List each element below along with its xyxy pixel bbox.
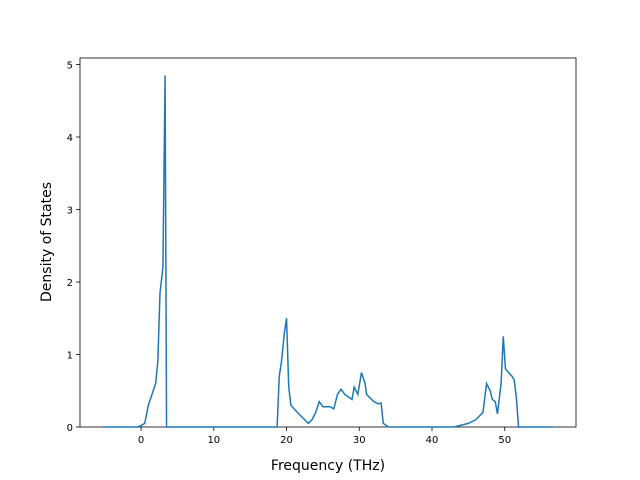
x-tick-label: 40	[426, 435, 439, 446]
plot-frame	[79, 57, 577, 428]
x-tick-label: 10	[207, 435, 220, 446]
y-tick-label: 3	[67, 206, 73, 217]
y-tick-label: 5	[67, 61, 73, 72]
x-tick-label: 20	[280, 435, 293, 446]
x-tick-label: 50	[498, 435, 511, 446]
x-tick-label: 0	[138, 435, 144, 446]
y-tick-label: 2	[67, 278, 73, 289]
y-tick-label: 0	[67, 423, 73, 434]
y-axis-label: Density of States	[39, 182, 55, 302]
x-tick-label: 30	[353, 435, 366, 446]
x-axis-label: Frequency (THz)	[271, 458, 385, 474]
y-tick-label: 4	[67, 133, 73, 144]
dos-line	[102, 75, 554, 428]
y-tick-label: 1	[67, 351, 73, 362]
